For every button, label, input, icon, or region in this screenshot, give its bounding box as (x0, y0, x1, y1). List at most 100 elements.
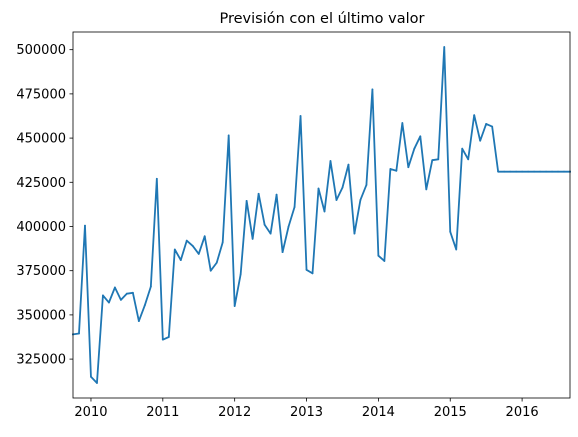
x-tick-label: 2012 (218, 405, 251, 420)
data-point (377, 254, 380, 257)
data-point (449, 230, 452, 233)
data-point (473, 114, 476, 116)
data-point (185, 239, 188, 242)
data-point (383, 260, 386, 262)
data-point (527, 170, 529, 173)
data-point (557, 170, 559, 173)
data-point (131, 291, 134, 294)
data-point (227, 134, 230, 137)
y-tick-label: 325000 (16, 353, 66, 368)
data-point (173, 248, 176, 251)
data-point (209, 269, 212, 272)
data-point (497, 170, 500, 173)
data-point (311, 272, 314, 275)
data-point (365, 184, 368, 186)
x-tick-label: 2014 (362, 405, 395, 420)
data-point (120, 298, 122, 301)
data-point (461, 147, 464, 150)
plot-frame-rect (72, 31, 571, 399)
data-point (90, 375, 92, 378)
data-point (221, 241, 224, 244)
axes: 325000 350000 375000 400000 425000 450000 4750… (16, 43, 538, 420)
data-point (437, 158, 440, 161)
series-points (72, 46, 571, 384)
data-point (167, 336, 170, 338)
data-point (233, 305, 236, 307)
data-point (563, 170, 565, 173)
data-point (137, 320, 140, 322)
chart-title: Previsión con el último valor (220, 11, 425, 27)
data-point (143, 304, 146, 307)
data-point (425, 188, 428, 191)
data-point (353, 232, 356, 235)
data-point (323, 210, 326, 213)
data-point (245, 199, 248, 202)
y-tick-label: 375000 (16, 264, 66, 279)
x-tick-label: 2015 (434, 405, 467, 420)
data-point (191, 245, 194, 247)
data-point (197, 253, 200, 255)
data-point (263, 223, 266, 226)
data-point (533, 170, 535, 173)
data-point (84, 224, 86, 227)
data-point (443, 46, 446, 48)
y-tick-label: 475000 (16, 87, 66, 102)
data-point (293, 206, 296, 208)
data-point (239, 273, 242, 276)
data-point (413, 147, 416, 150)
data-point (491, 125, 494, 128)
y-tick-label: 350000 (16, 308, 66, 323)
data-point (401, 122, 404, 124)
data-point (114, 286, 116, 289)
data-point (281, 251, 284, 254)
data-point (341, 186, 344, 189)
data-point (96, 382, 98, 384)
x-tick-label: 2013 (290, 405, 323, 420)
data-point (179, 259, 182, 261)
data-point (215, 261, 218, 264)
plot-frame (72, 31, 571, 399)
data-point (269, 232, 272, 235)
data-point (521, 170, 523, 173)
data-point (78, 332, 80, 335)
data-point (407, 166, 410, 169)
data-point (545, 170, 547, 173)
data-point (305, 268, 308, 271)
y-tick-label: 500000 (16, 43, 66, 58)
series-layer (71, 46, 571, 384)
data-point (108, 301, 110, 304)
data-point (299, 115, 302, 117)
x-tick-label: 2010 (74, 405, 107, 420)
data-point (395, 169, 398, 172)
data-point (251, 237, 254, 240)
data-point (287, 225, 290, 228)
series-line (71, 46, 571, 384)
data-point (551, 170, 553, 173)
data-point (125, 292, 128, 295)
data-point (102, 294, 104, 297)
data-point (359, 199, 362, 201)
data-point (155, 177, 158, 180)
data-point (539, 170, 541, 173)
data-point (485, 123, 488, 125)
data-point (371, 88, 374, 91)
data-point (419, 135, 422, 138)
data-point (257, 192, 260, 195)
x-tick-label: 2016 (506, 405, 539, 420)
data-point (509, 170, 512, 173)
data-point (503, 170, 506, 173)
data-point (347, 163, 350, 166)
data-point (161, 338, 164, 341)
data-point (431, 159, 434, 162)
data-point (317, 187, 320, 190)
y-tick-label: 425000 (16, 176, 66, 191)
y-tick-label: 450000 (16, 132, 66, 147)
data-point (515, 170, 518, 173)
data-point (335, 199, 338, 201)
data-point (329, 160, 332, 162)
x-tick-label: 2011 (146, 405, 179, 420)
data-point (275, 193, 278, 196)
data-point (467, 158, 470, 161)
